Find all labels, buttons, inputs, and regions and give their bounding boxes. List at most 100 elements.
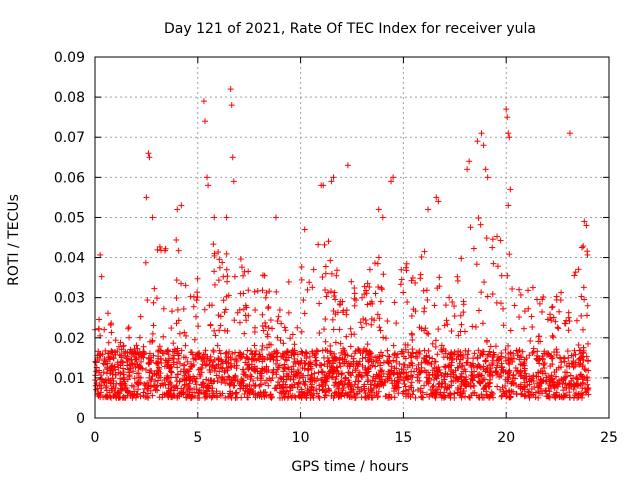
data-point	[97, 251, 104, 258]
data-point	[400, 289, 407, 296]
data-point	[253, 348, 260, 355]
data-point	[193, 386, 200, 393]
data-point	[475, 307, 482, 314]
data-point	[460, 301, 467, 308]
data-point	[539, 370, 546, 377]
data-point	[322, 263, 329, 270]
data-point	[210, 347, 217, 354]
data-point	[351, 285, 358, 292]
data-point	[444, 321, 451, 328]
data-point	[335, 394, 342, 401]
data-point	[366, 266, 373, 273]
data-point	[540, 293, 547, 300]
data-point	[320, 182, 327, 189]
data-point	[458, 255, 465, 262]
data-point	[506, 134, 513, 141]
data-point	[439, 392, 446, 399]
data-point	[486, 348, 493, 355]
data-point	[173, 359, 180, 366]
data-point	[575, 342, 582, 349]
data-point	[298, 264, 305, 271]
data-point	[580, 357, 587, 364]
data-point	[189, 351, 196, 358]
data-point	[345, 369, 352, 376]
data-point	[336, 359, 343, 366]
data-point	[154, 360, 161, 367]
data-point	[146, 154, 153, 161]
data-point	[115, 343, 122, 350]
data-point	[245, 287, 252, 294]
data-point	[331, 289, 338, 296]
data-point	[582, 367, 589, 374]
data-point	[267, 377, 274, 384]
data-point	[212, 332, 219, 339]
data-point	[528, 313, 535, 320]
data-point	[493, 299, 500, 306]
data-point	[137, 374, 144, 381]
data-point	[270, 356, 277, 363]
data-point	[247, 376, 254, 383]
data-point	[351, 290, 358, 297]
data-point	[559, 381, 566, 388]
data-point	[536, 382, 543, 389]
data-point	[398, 276, 405, 283]
data-point	[298, 388, 305, 395]
data-point	[342, 375, 349, 382]
data-point	[287, 387, 294, 394]
data-point	[190, 355, 197, 362]
data-point	[462, 379, 469, 386]
data-point	[533, 355, 540, 362]
data-point	[403, 264, 410, 271]
data-point	[241, 330, 248, 337]
data-point	[333, 390, 340, 397]
data-point	[250, 383, 257, 390]
data-point	[364, 372, 371, 379]
data-point	[135, 370, 142, 377]
data-point	[96, 356, 103, 363]
data-point	[283, 357, 290, 364]
data-point	[391, 352, 398, 359]
data-point	[480, 142, 487, 149]
data-point	[348, 382, 355, 389]
data-point	[240, 351, 247, 358]
data-point	[96, 367, 103, 374]
data-point	[331, 350, 338, 357]
data-point	[259, 342, 266, 349]
data-point	[130, 383, 137, 390]
data-point	[137, 393, 144, 400]
data-point	[367, 386, 374, 393]
data-point	[332, 311, 339, 318]
data-point	[580, 344, 587, 351]
data-point	[454, 364, 461, 371]
data-point	[95, 325, 102, 332]
data-point	[136, 334, 143, 341]
data-point	[378, 381, 385, 388]
data-point	[487, 369, 494, 376]
data-point	[138, 358, 145, 365]
data-point	[423, 330, 430, 337]
data-point	[369, 300, 376, 307]
data-point	[183, 368, 190, 375]
data-point	[360, 383, 367, 390]
data-point	[222, 350, 229, 357]
data-point	[132, 356, 139, 363]
data-point	[551, 349, 558, 356]
data-point	[105, 376, 112, 383]
data-point	[332, 379, 339, 386]
data-point	[584, 302, 591, 309]
data-point	[150, 322, 157, 329]
data-point	[259, 287, 266, 294]
data-point	[100, 379, 107, 386]
data-point	[203, 376, 210, 383]
data-point	[316, 329, 323, 336]
data-point	[252, 351, 259, 358]
data-point	[213, 388, 220, 395]
data-point	[254, 287, 261, 294]
data-point	[384, 318, 391, 325]
data-point	[329, 316, 336, 323]
data-point	[509, 285, 516, 292]
data-point	[424, 378, 431, 385]
data-point	[517, 291, 524, 298]
data-point	[211, 268, 218, 275]
